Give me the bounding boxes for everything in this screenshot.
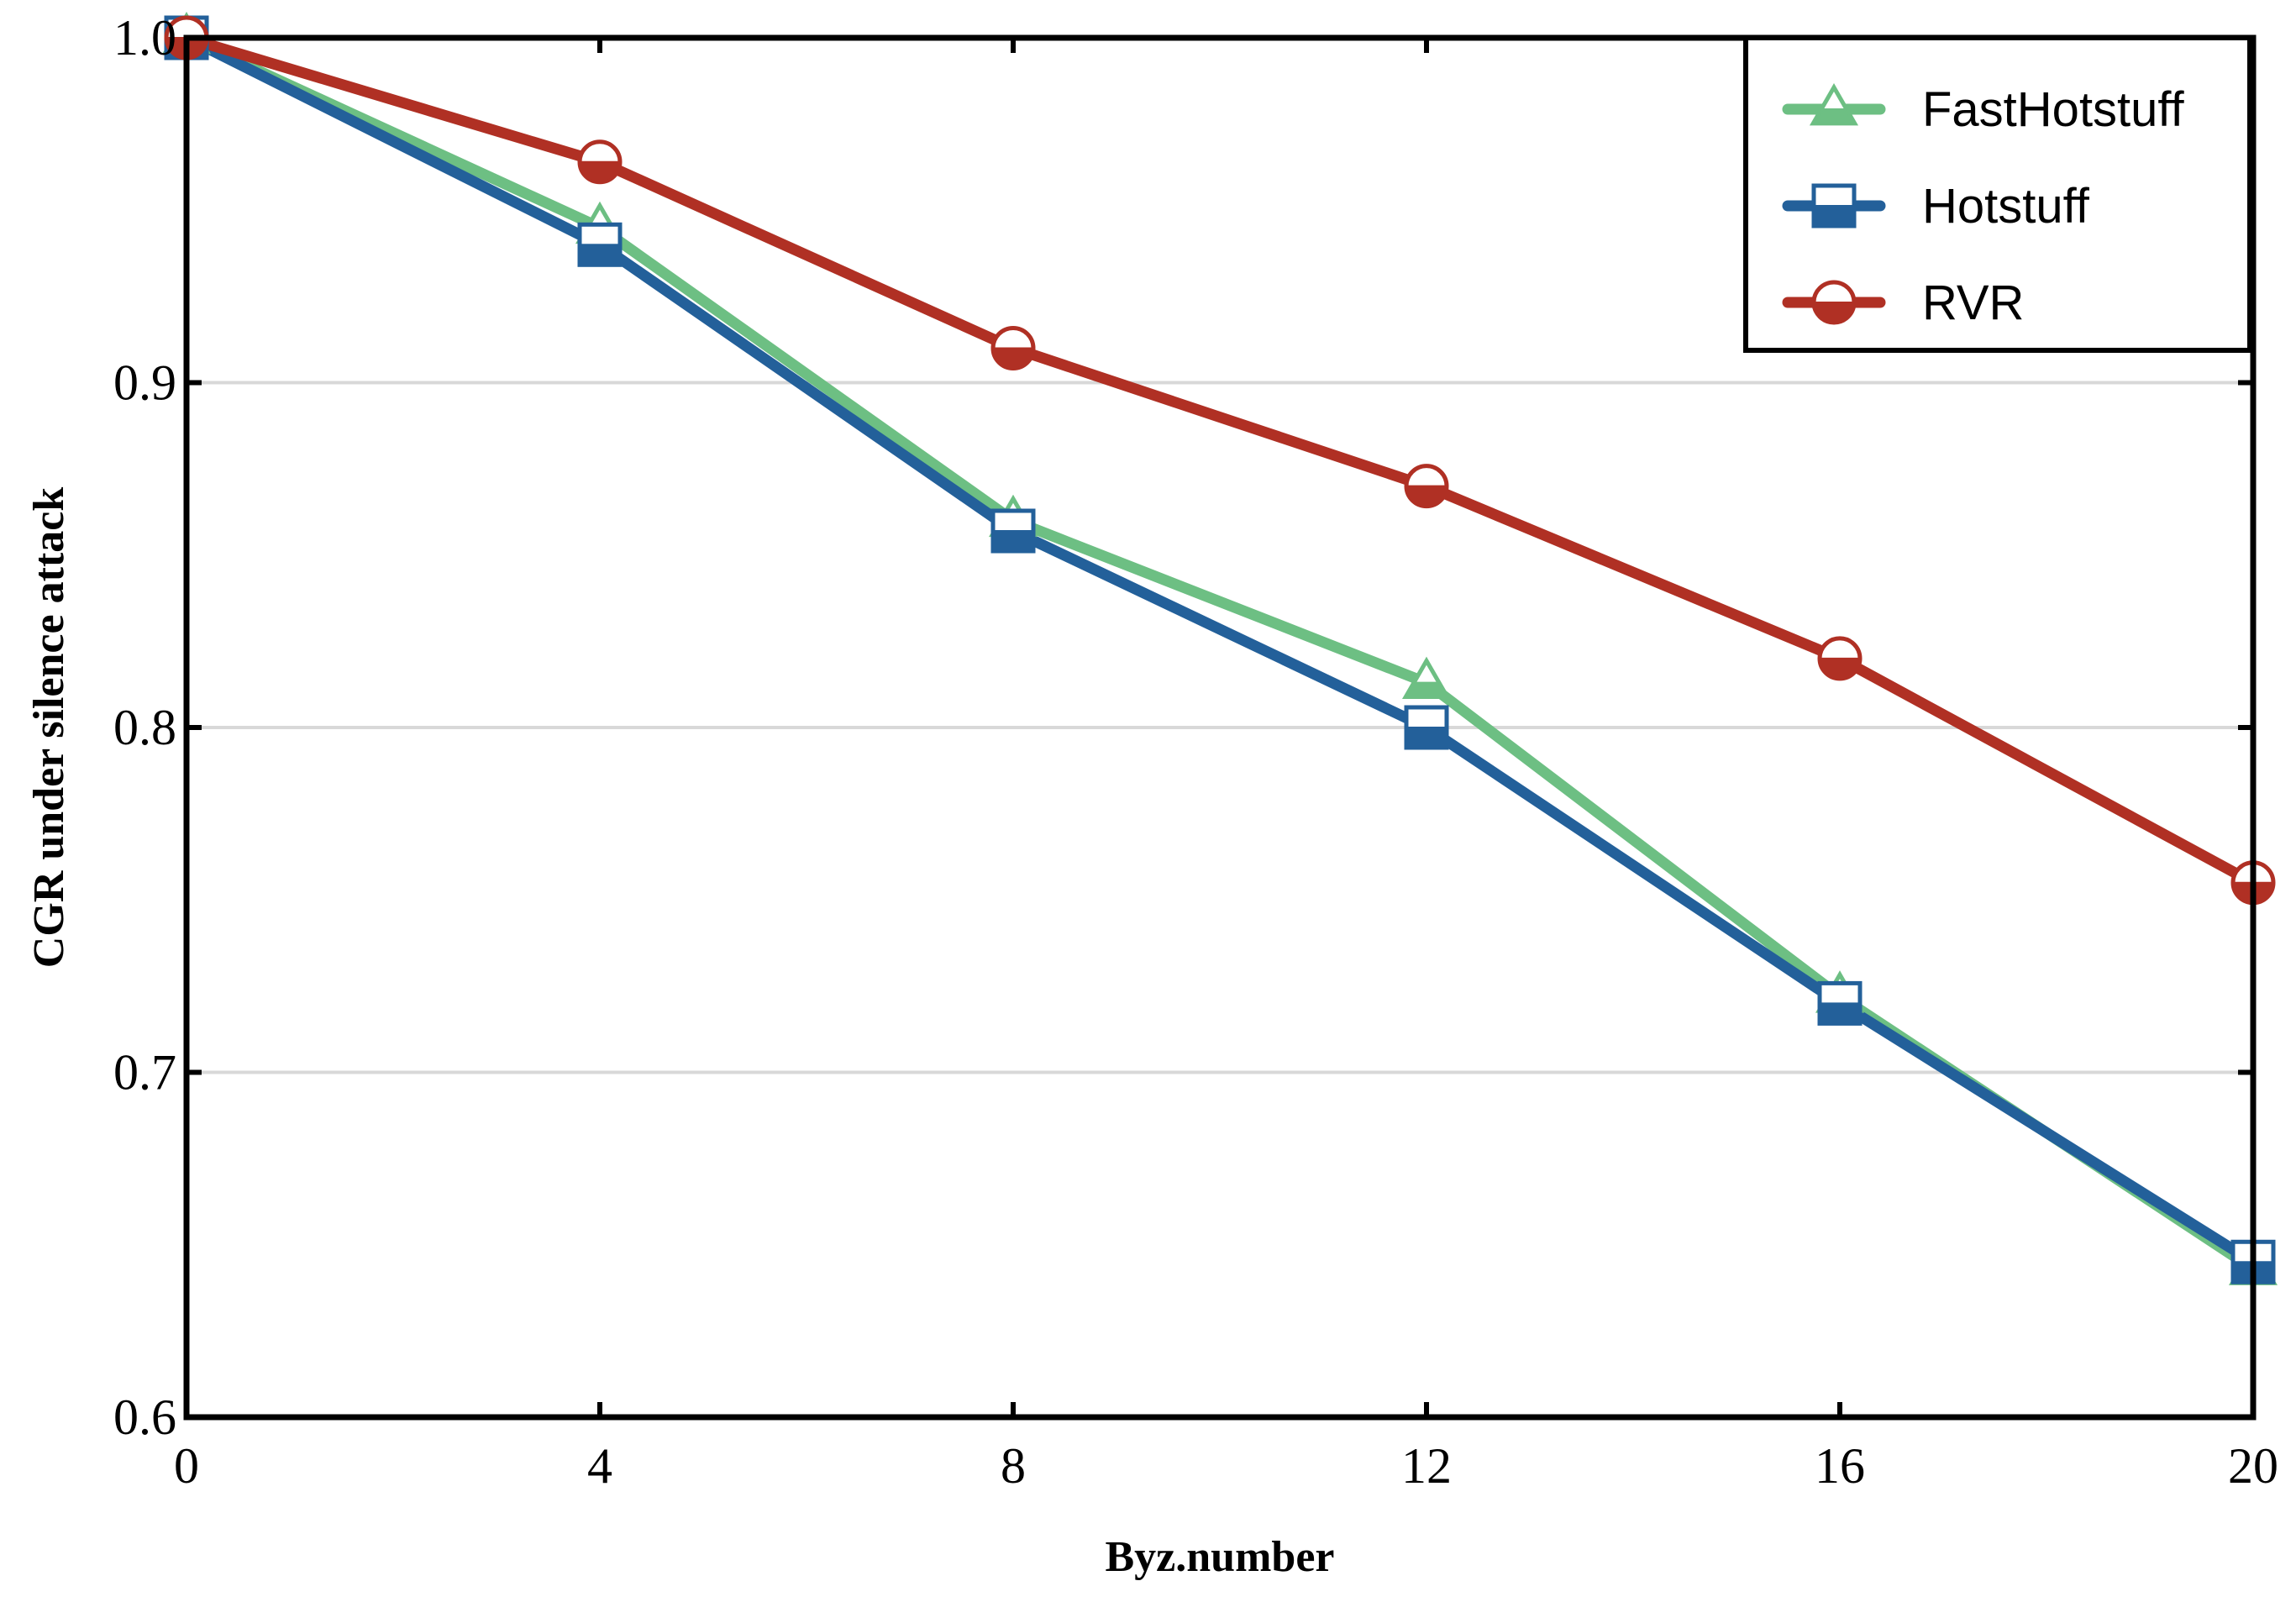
legend-entry-hotstuff: Hotstuff <box>1782 179 2090 234</box>
x-axis-title: Byz.number <box>1106 1533 1335 1581</box>
x-tick-label: 0 <box>174 1438 199 1494</box>
series-lines <box>181 32 2259 1274</box>
legend-marker-hotstuff <box>1811 183 1857 228</box>
y-tick-label: 0.7 <box>113 1045 176 1100</box>
y-tick-label: 0.9 <box>113 355 176 411</box>
y-tick-label: 0.6 <box>113 1389 176 1445</box>
y-tick-label: 1.0 <box>113 10 176 66</box>
y-tick-label: 0.8 <box>113 700 176 755</box>
square-marker-fill <box>1405 727 1447 748</box>
legend-marker-rvr <box>1811 280 1857 325</box>
data-point-rvr <box>990 325 1036 370</box>
legend: FastHotstuff Hotstuff RVR <box>1743 35 2252 353</box>
series-line-rvr <box>181 32 2259 889</box>
circle-marker-fill <box>1405 485 1448 507</box>
x-tick-label: 20 <box>2228 1438 2278 1494</box>
legend-label-rvr: RVR <box>1922 276 2024 330</box>
x-tick-label: 12 <box>1401 1438 1452 1494</box>
legend-entry-rvr: RVR <box>1782 276 2024 330</box>
data-point-rvr <box>577 139 623 185</box>
x-tick-label: 16 <box>1815 1438 1865 1494</box>
x-axis-tick-labels: 0 4 8 12 16 20 <box>174 1438 2278 1494</box>
square-marker-fill <box>1819 1002 1861 1025</box>
square-marker-fill <box>579 244 621 266</box>
circle-marker-fill <box>1812 302 1856 323</box>
series-markers <box>161 11 2278 1285</box>
triangle-marker-fill <box>1404 681 1449 698</box>
x-tick-label: 8 <box>1001 1438 1026 1494</box>
data-point-hotstuff <box>1404 705 1449 750</box>
data-point-hotstuff <box>990 508 1036 554</box>
x-tick-label: 4 <box>587 1438 612 1494</box>
grid-lines <box>187 381 2253 1074</box>
series-line-hotstuff <box>181 32 2259 1268</box>
circle-marker-fill <box>578 160 622 183</box>
y-axis-tick-labels: 0.6 0.7 0.8 0.9 1.0 <box>113 10 176 1445</box>
y-axis-title: CGR under silence attack <box>25 487 73 969</box>
square-marker-fill <box>992 530 1034 553</box>
legend-marker-fasthotstuff <box>1809 82 1859 126</box>
legend-entry-fasthotstuff: FastHotstuff <box>1782 82 2184 137</box>
data-point-rvr <box>1404 464 1449 509</box>
circle-marker-fill <box>1818 657 1862 680</box>
circle-marker-fill <box>991 347 1035 370</box>
triangle-marker-fill <box>1811 108 1857 124</box>
data-point-rvr <box>1817 636 1863 681</box>
legend-label-fasthotstuff: FastHotstuff <box>1922 82 2184 137</box>
legend-label-hotstuff: Hotstuff <box>1922 179 2090 234</box>
square-marker-fill <box>1813 205 1855 227</box>
data-point-fasthotstuff <box>1401 656 1452 700</box>
data-point-hotstuff <box>577 222 623 267</box>
data-point-hotstuff <box>1817 980 1863 1026</box>
